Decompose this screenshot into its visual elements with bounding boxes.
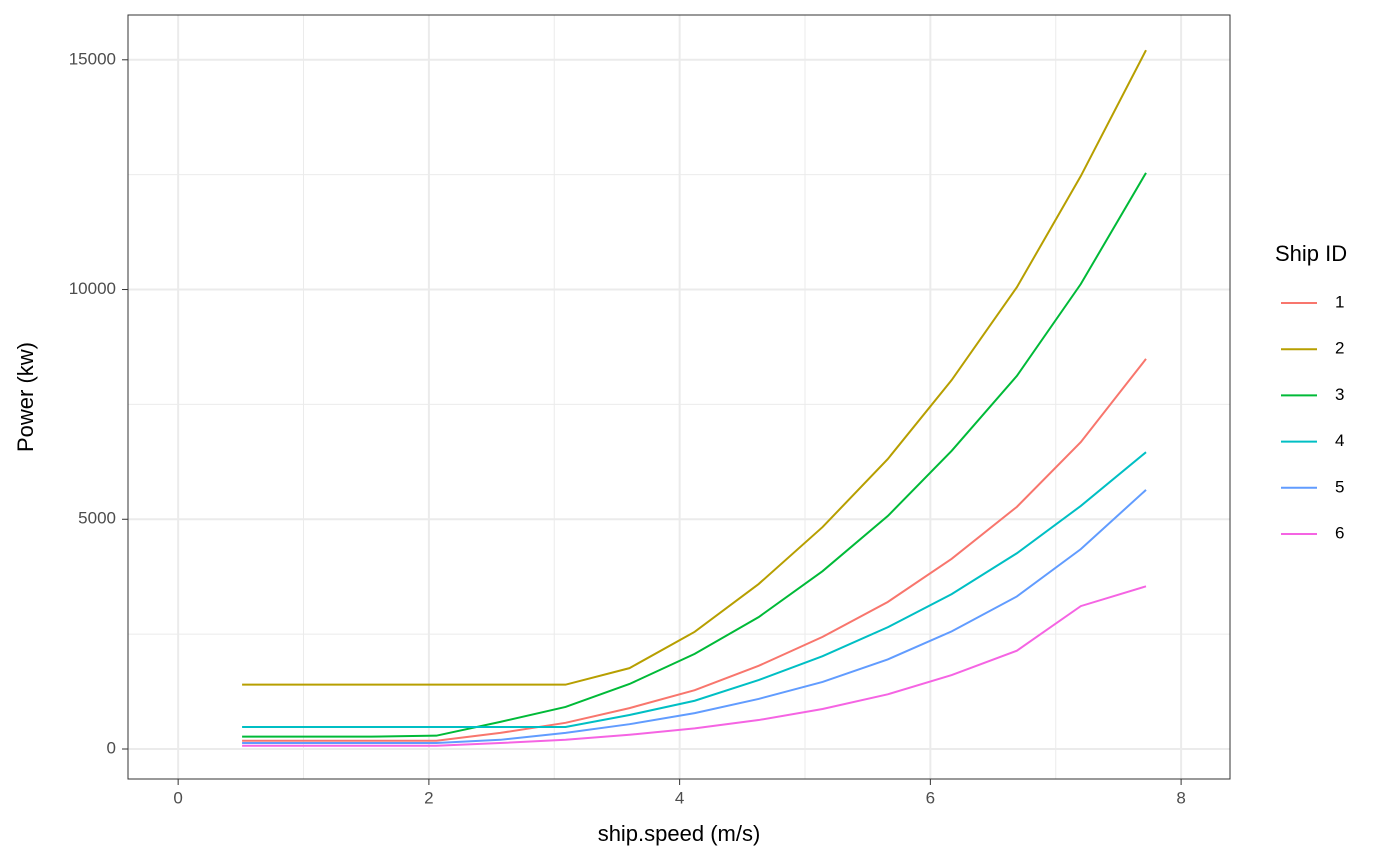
x-tick-label: 0: [173, 788, 182, 807]
legend-label: 1: [1335, 292, 1344, 311]
x-tick-label: 2: [424, 788, 433, 807]
series-line: [242, 585, 1147, 747]
panel-border: [127, 14, 1231, 780]
series-line: [242, 489, 1147, 745]
x-tick-label: 6: [926, 788, 935, 807]
legend-label: 2: [1335, 339, 1344, 358]
x-axis-title: ship.speed (m/s): [598, 821, 761, 846]
legend-title: Ship ID: [1275, 241, 1347, 266]
series-line: [242, 358, 1147, 742]
series-line: [242, 49, 1147, 686]
x-tick-label: 4: [675, 788, 684, 807]
legend-label: 3: [1335, 385, 1344, 404]
x-tick-label: 8: [1176, 788, 1185, 807]
series-line: [242, 172, 1147, 738]
series-line: [242, 451, 1147, 728]
legend-label: 4: [1335, 431, 1344, 450]
y-tick-label: 15000: [69, 49, 116, 68]
y-tick-label: 0: [107, 738, 116, 757]
legend-label: 5: [1335, 477, 1344, 496]
y-tick-label: 5000: [78, 509, 116, 528]
y-axis-title: Power (kw): [13, 342, 38, 452]
y-tick-label: 10000: [69, 279, 116, 298]
legend-label: 6: [1335, 523, 1344, 542]
